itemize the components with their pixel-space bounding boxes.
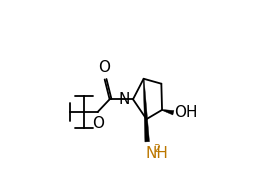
Text: O: O bbox=[98, 60, 110, 75]
Polygon shape bbox=[143, 79, 149, 142]
Polygon shape bbox=[162, 109, 174, 115]
Text: OH: OH bbox=[174, 105, 198, 120]
Text: O: O bbox=[92, 116, 104, 131]
Text: 2: 2 bbox=[154, 144, 161, 154]
Text: N: N bbox=[119, 92, 130, 107]
Text: NH: NH bbox=[146, 146, 169, 161]
